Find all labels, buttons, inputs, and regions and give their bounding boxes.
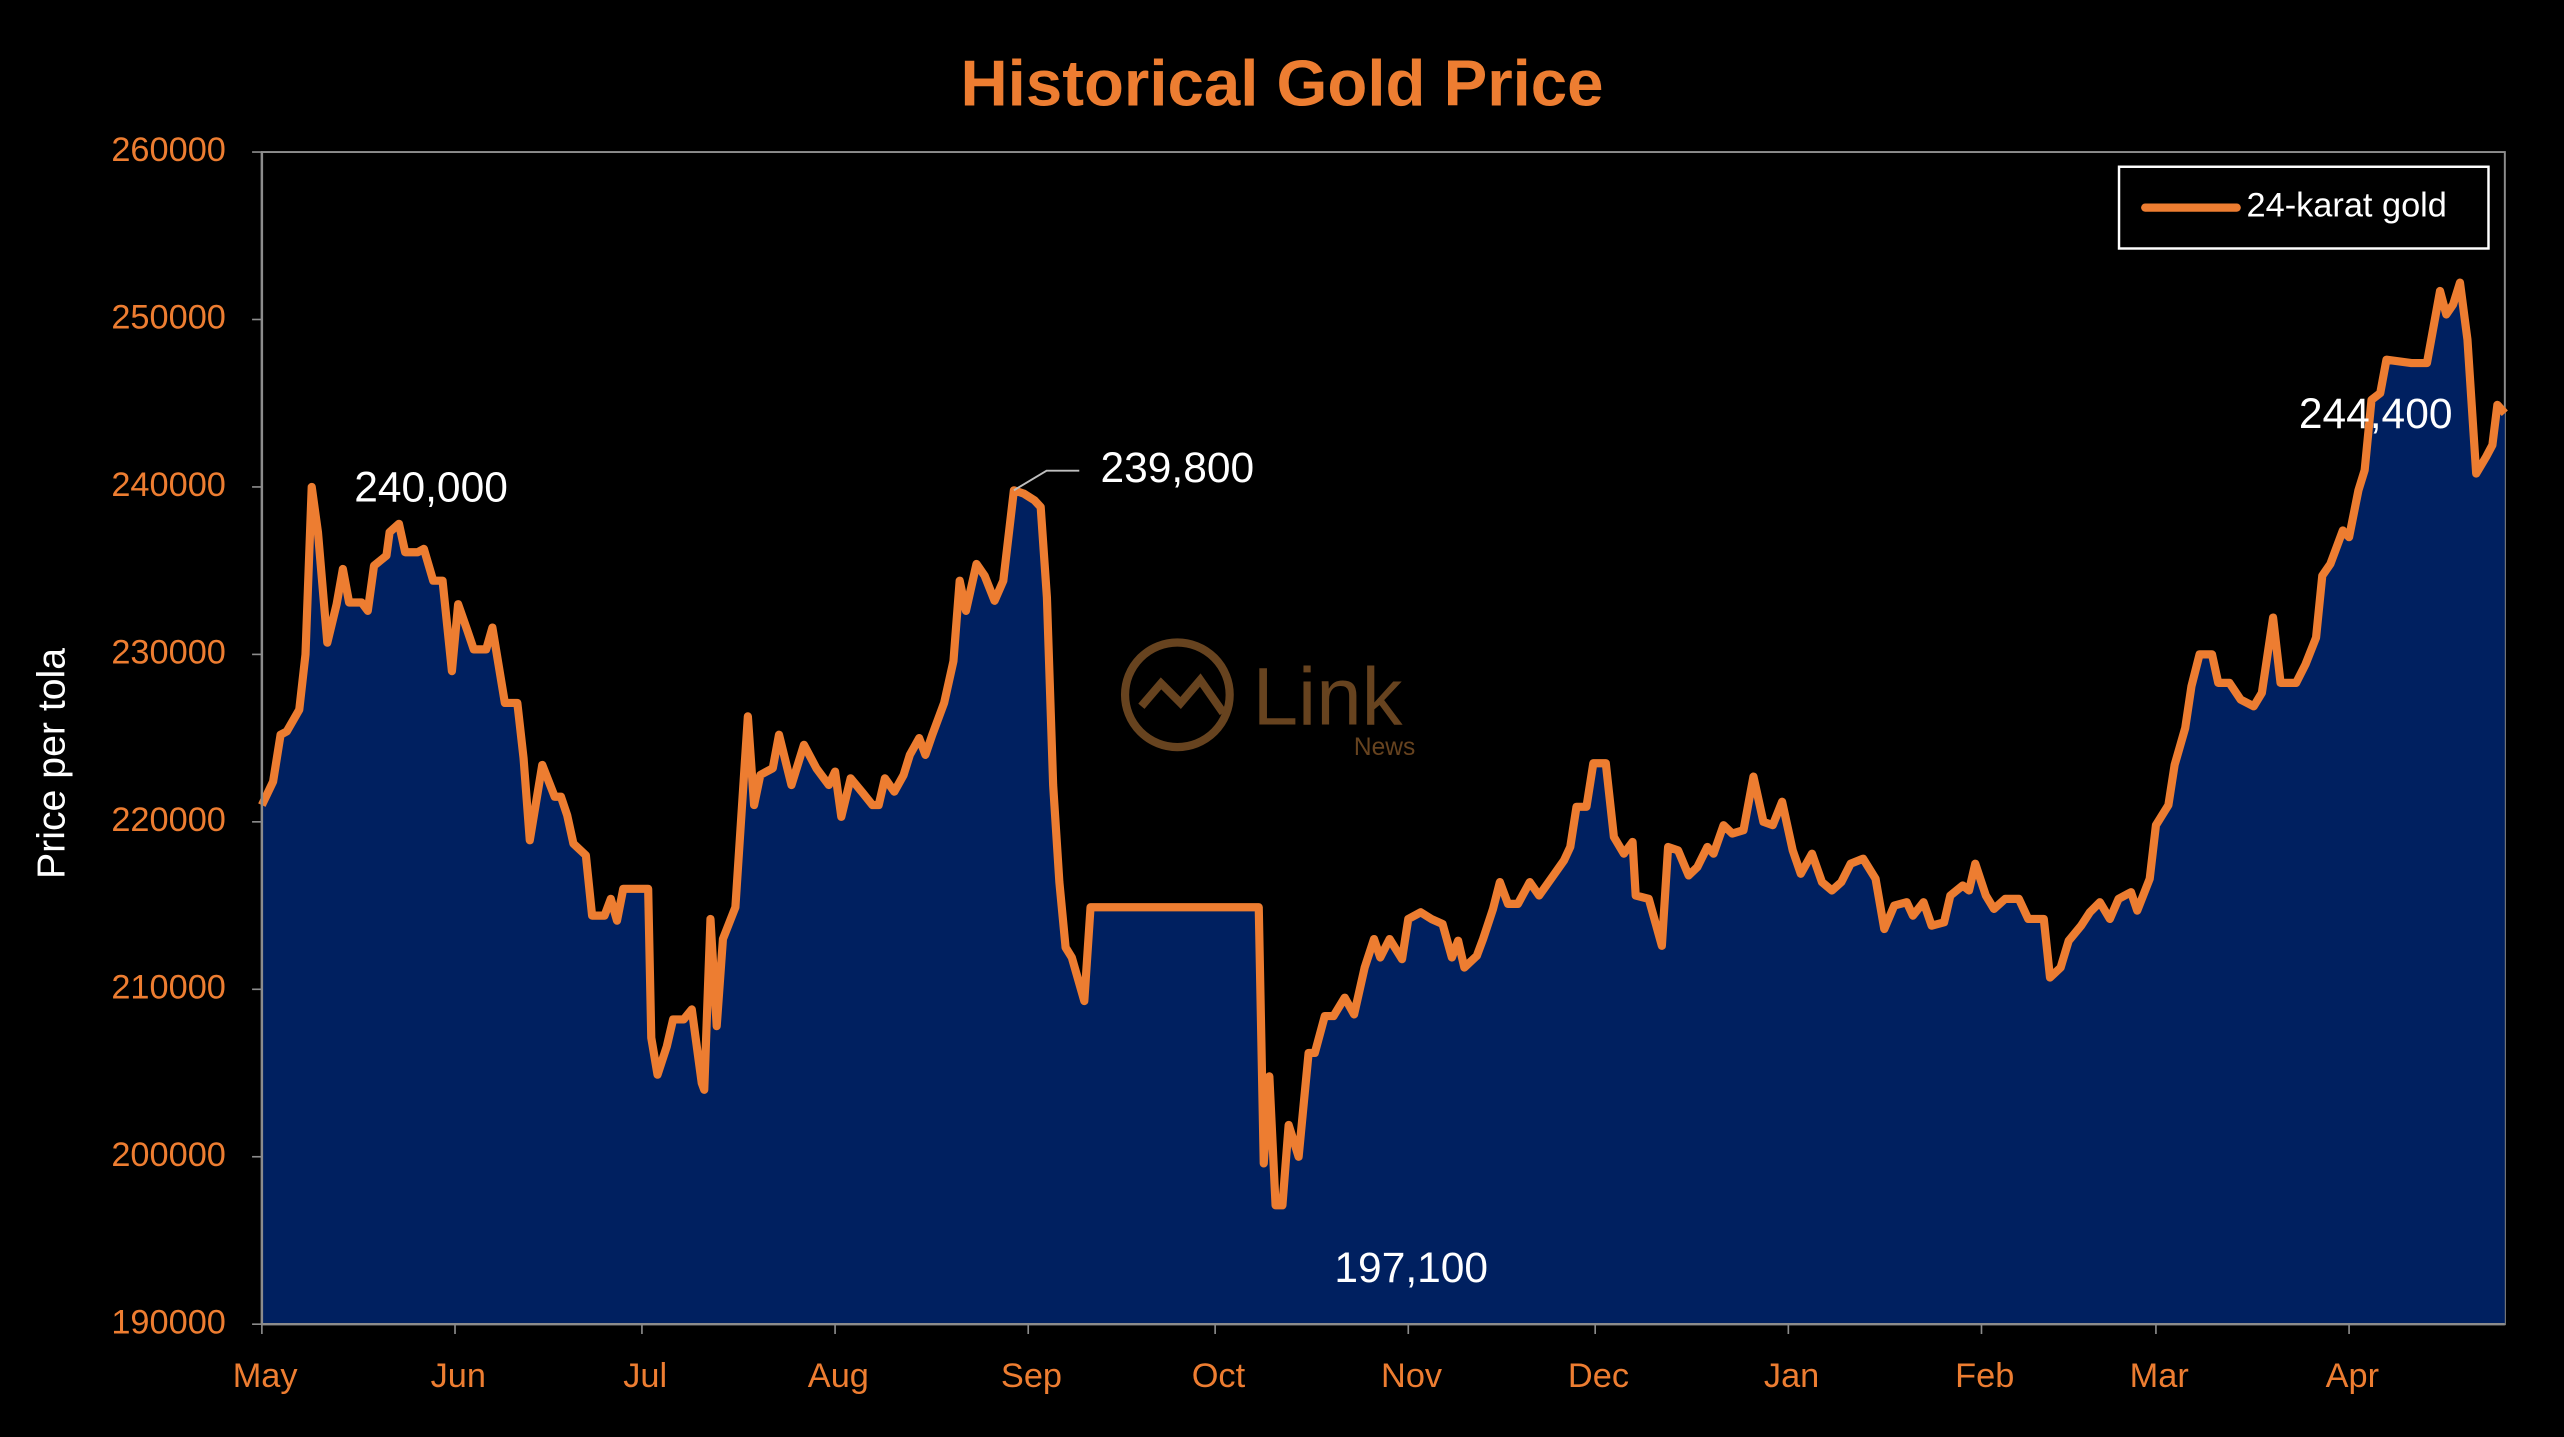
annotation: 240,000 <box>354 464 508 511</box>
annotation: 197,100 <box>1334 1245 1488 1292</box>
y-tick-label: 250000 <box>111 299 226 337</box>
area-fill <box>261 282 2505 1325</box>
watermark-logo-line <box>1138 673 1227 716</box>
y-tick-label: 210000 <box>111 968 226 1006</box>
x-tick-label: Aug <box>808 1357 869 1395</box>
x-tick-label: Apr <box>2326 1357 2379 1395</box>
x-tick-label: Sep <box>1001 1357 1062 1395</box>
y-tick-label: 240000 <box>111 466 226 504</box>
y-tick-label: 200000 <box>111 1136 226 1174</box>
x-tick-label: Jun <box>431 1357 486 1395</box>
x-tick-label: Jan <box>1764 1357 1819 1395</box>
annotation: 239,800 <box>1101 445 1255 492</box>
legend: 24-karat gold <box>2117 165 2490 250</box>
x-tick-label: Feb <box>1955 1357 2014 1395</box>
annotation-leader <box>1013 469 1080 492</box>
chart-title: Historical Gold Price <box>960 47 1603 120</box>
annotation: 244,400 <box>2299 391 2453 438</box>
plot-area: 190000 200000 210000 220000 230000 240000 2500… <box>111 131 2508 1395</box>
x-tick-label: Dec <box>1568 1357 1629 1395</box>
y-tick-label: 260000 <box>111 131 226 169</box>
watermark-text: Link <box>1253 652 1403 743</box>
x-tick-label: Mar <box>2130 1357 2189 1395</box>
y-tick-label: 230000 <box>111 633 226 671</box>
y-axis-label: Price per tola <box>30 648 74 879</box>
series-line <box>258 278 2508 1210</box>
watermark-subtext: News <box>1354 734 1415 761</box>
y-tick-label: 220000 <box>111 801 226 839</box>
y-tick-label: 190000 <box>111 1303 226 1341</box>
legend-label: 24-karat gold <box>2247 187 2447 225</box>
watermark: Link News <box>1120 638 1415 761</box>
x-tick-label: May <box>233 1357 299 1395</box>
x-tick-label: Nov <box>1381 1357 1443 1395</box>
watermark-logo <box>1120 638 1234 752</box>
x-tick-label: Oct <box>1192 1357 1246 1395</box>
x-tick-label: Jul <box>623 1357 667 1395</box>
